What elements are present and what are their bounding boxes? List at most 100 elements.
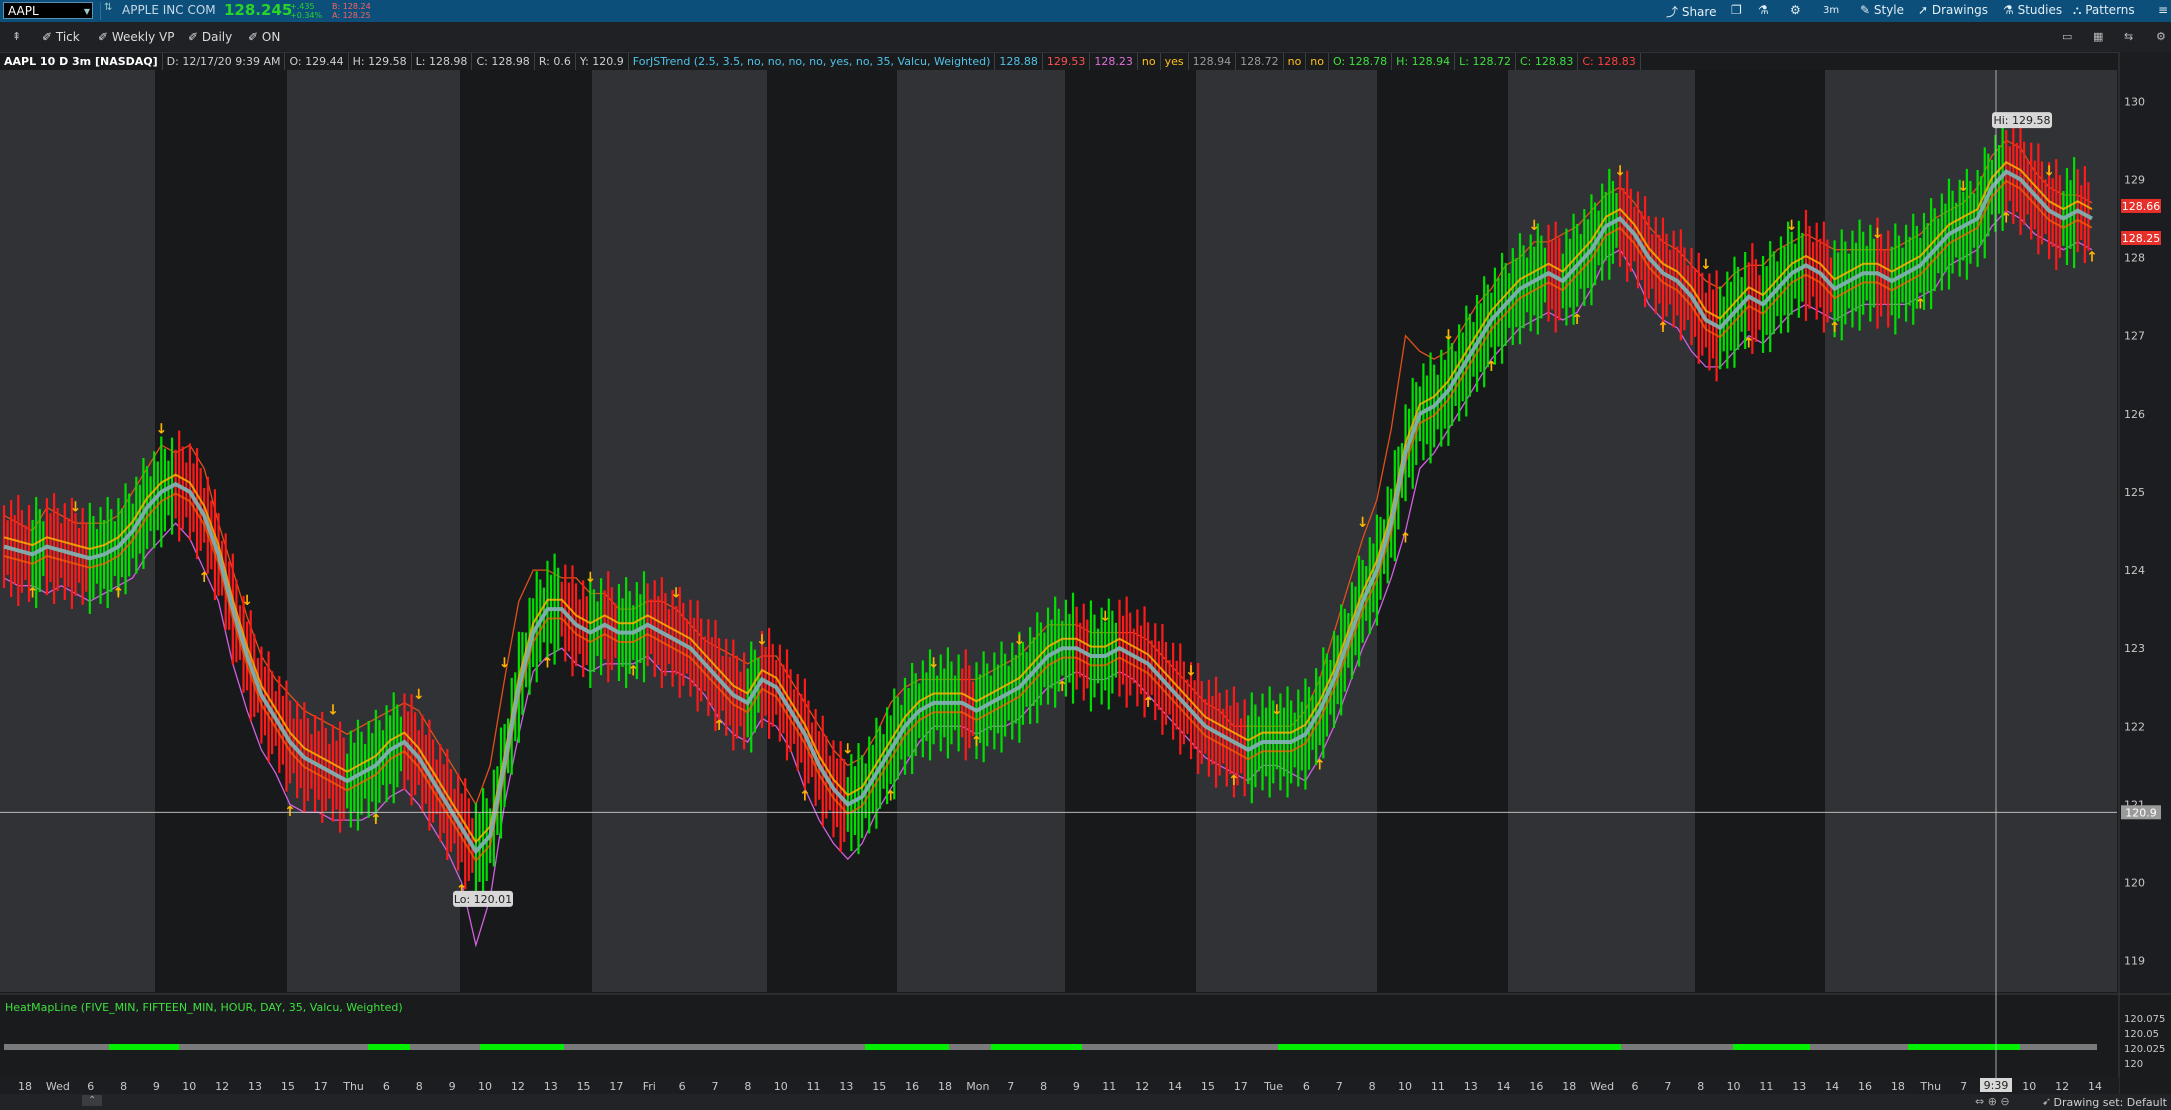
flask-button[interactable]: ⚗: [1758, 3, 1769, 17]
heat-cell-neutral: [683, 1044, 690, 1050]
patterns-button[interactable]: ⛬ Patterns: [2073, 3, 2135, 17]
time-tick-label: 7: [1007, 1080, 1014, 1093]
time-tick-label: 18: [1891, 1080, 1905, 1093]
time-tick-label: 12: [511, 1080, 525, 1093]
time-tick-label: Tue: [1263, 1080, 1283, 1093]
heat-cell-neutral: [641, 1044, 648, 1050]
up-arrow-icon: ↑: [885, 789, 897, 805]
up-arrow-icon: ↑: [1657, 320, 1669, 336]
heat-cell-bullish: [1936, 1044, 1943, 1050]
drawings-button[interactable]: ➚ Drawings: [1918, 3, 1989, 17]
down-arrow-icon: ↓: [499, 656, 511, 672]
share-button[interactable]: ⤴ Share: [1666, 5, 1717, 19]
heat-cell-neutral: [1187, 1044, 1194, 1050]
settings-button[interactable]: ⚙: [1790, 3, 1801, 17]
heat-cell-bullish: [1019, 1044, 1026, 1050]
up-arrow-icon: ↑: [2000, 210, 2012, 226]
heat-cell-bullish: [123, 1044, 130, 1050]
heat-cell-bullish: [1971, 1044, 1978, 1050]
heat-cell-neutral: [18, 1044, 25, 1050]
heat-cell-neutral: [284, 1044, 291, 1050]
heat-cell-neutral: [725, 1044, 732, 1050]
heat-cell-neutral: [235, 1044, 242, 1050]
heat-cell-bullish: [508, 1044, 515, 1050]
heat-cell-bullish: [1796, 1044, 1803, 1050]
grid-icon[interactable]: ▦: [2093, 30, 2104, 43]
heat-cell-neutral: [809, 1044, 816, 1050]
menu-icon[interactable]: ≡: [2158, 3, 2169, 17]
heat-cell-neutral: [1236, 1044, 1243, 1050]
heat-cell-neutral: [2062, 1044, 2069, 1050]
link-icon[interactable]: ⇆: [2124, 30, 2134, 43]
up-arrow-icon: ↑: [1314, 757, 1326, 773]
heat-cell-bullish: [893, 1044, 900, 1050]
time-tick-label: 11: [807, 1080, 821, 1093]
heat-cell-bullish: [1026, 1044, 1033, 1050]
heat-cell-bullish: [1376, 1044, 1383, 1050]
heat-cell-bullish: [151, 1044, 158, 1050]
day-session-band: [1196, 70, 1377, 992]
timeframe-button[interactable]: 3m: [1823, 5, 1840, 16]
time-tick-label: 15: [281, 1080, 295, 1093]
heat-cell-bullish: [1614, 1044, 1621, 1050]
heat-cell-neutral: [1635, 1044, 1642, 1050]
heat-cell-neutral: [767, 1044, 774, 1050]
style-button[interactable]: ✎ Style: [1860, 3, 1905, 17]
heat-cell-neutral: [984, 1044, 991, 1050]
heat-cell-neutral: [1698, 1044, 1705, 1050]
on-button[interactable]: ✐ ON: [248, 30, 281, 44]
info-item: O: 129.44: [285, 53, 349, 70]
time-tick-label: 7: [1664, 1080, 1671, 1093]
gear-icon[interactable]: ⚙: [2156, 30, 2166, 43]
down-arrow-icon: ↓: [1099, 609, 1111, 625]
heat-cell-bullish: [1355, 1044, 1362, 1050]
pencil-icon: ✐: [248, 30, 262, 44]
cursor-icon[interactable]: ➹: [2042, 1095, 2052, 1108]
heat-cell-bullish: [130, 1044, 137, 1050]
weekly-vp-button[interactable]: ✐ Weekly VP: [98, 30, 175, 44]
time-tick-label: 9: [449, 1080, 456, 1093]
heat-cell-bullish: [1313, 1044, 1320, 1050]
daily-button[interactable]: ✐ Daily: [188, 30, 233, 44]
heat-cell-neutral: [823, 1044, 830, 1050]
expand-icon[interactable]: ⌃: [82, 1095, 103, 1106]
link-icon[interactable]: ⇅: [104, 2, 113, 13]
chevron-down-icon[interactable]: ▼: [83, 7, 90, 16]
heat-cell-bullish: [109, 1044, 116, 1050]
heat-cell-bullish: [872, 1044, 879, 1050]
heat-cell-bullish: [1999, 1044, 2006, 1050]
heat-cell-neutral: [2083, 1044, 2090, 1050]
heat-cell-neutral: [956, 1044, 963, 1050]
heat-cell-neutral: [963, 1044, 970, 1050]
heat-cell-bullish: [1425, 1044, 1432, 1050]
tick-button[interactable]: ✐ Tick: [42, 30, 80, 44]
heat-cell-bullish: [1348, 1044, 1355, 1050]
zoom-icon[interactable]: ⇔ ⊕ ⊖: [1975, 1095, 2010, 1108]
time-tick-label: 14: [1168, 1080, 1182, 1093]
time-tick-label: 6: [87, 1080, 94, 1093]
heat-cell-neutral: [326, 1044, 333, 1050]
heat-cell-bullish: [1292, 1044, 1299, 1050]
pin-icon[interactable]: ⇞: [12, 30, 22, 43]
down-arrow-icon: ↓: [1957, 179, 1969, 195]
symbol-input[interactable]: AAPL ▼: [3, 2, 93, 19]
studies-button[interactable]: ⚗ Studies: [2003, 3, 2063, 17]
heat-cell-neutral: [200, 1044, 207, 1050]
time-tick-label: 6: [1303, 1080, 1310, 1093]
time-tick-label: 8: [1369, 1080, 1376, 1093]
heat-cell-neutral: [1817, 1044, 1824, 1050]
heat-cell-bullish: [389, 1044, 396, 1050]
layout-icon[interactable]: ▭: [2062, 30, 2073, 43]
heat-cell-neutral: [39, 1044, 46, 1050]
time-tick-label: 15: [577, 1080, 591, 1093]
heat-cell-neutral: [2034, 1044, 2041, 1050]
detach-button[interactable]: ❐: [1731, 3, 1742, 17]
heat-cell-neutral: [564, 1044, 571, 1050]
time-tick-label: 10: [182, 1080, 196, 1093]
up-arrow-icon: ↑: [799, 789, 811, 805]
heat-cell-bullish: [935, 1044, 942, 1050]
time-tick-label: 8: [1993, 1080, 2000, 1093]
heat-cell-neutral: [1845, 1044, 1852, 1050]
heat-cell-neutral: [424, 1044, 431, 1050]
